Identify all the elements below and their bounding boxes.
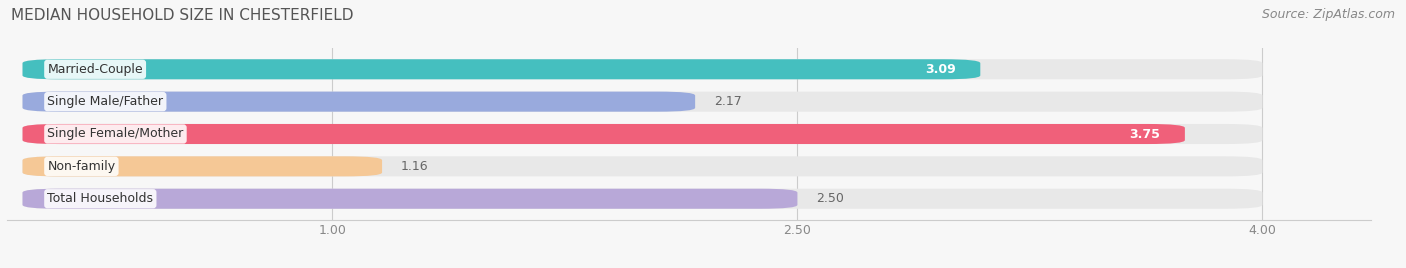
Text: Non-family: Non-family <box>48 160 115 173</box>
Text: Married-Couple: Married-Couple <box>48 63 143 76</box>
Text: 3.09: 3.09 <box>925 63 956 76</box>
Text: 2.17: 2.17 <box>714 95 741 108</box>
Text: Single Male/Father: Single Male/Father <box>48 95 163 108</box>
FancyBboxPatch shape <box>22 156 382 176</box>
Text: 2.50: 2.50 <box>815 192 844 205</box>
FancyBboxPatch shape <box>22 92 695 112</box>
Text: Total Households: Total Households <box>48 192 153 205</box>
Text: 3.75: 3.75 <box>1129 128 1160 140</box>
FancyBboxPatch shape <box>22 124 1185 144</box>
FancyBboxPatch shape <box>22 189 1263 209</box>
Text: MEDIAN HOUSEHOLD SIZE IN CHESTERFIELD: MEDIAN HOUSEHOLD SIZE IN CHESTERFIELD <box>11 8 354 23</box>
FancyBboxPatch shape <box>22 124 1263 144</box>
FancyBboxPatch shape <box>22 59 980 79</box>
Text: 1.16: 1.16 <box>401 160 429 173</box>
FancyBboxPatch shape <box>22 189 797 209</box>
FancyBboxPatch shape <box>22 59 1263 79</box>
Text: Single Female/Mother: Single Female/Mother <box>48 128 184 140</box>
FancyBboxPatch shape <box>22 92 1263 112</box>
FancyBboxPatch shape <box>22 156 1263 176</box>
Text: Source: ZipAtlas.com: Source: ZipAtlas.com <box>1261 8 1395 21</box>
